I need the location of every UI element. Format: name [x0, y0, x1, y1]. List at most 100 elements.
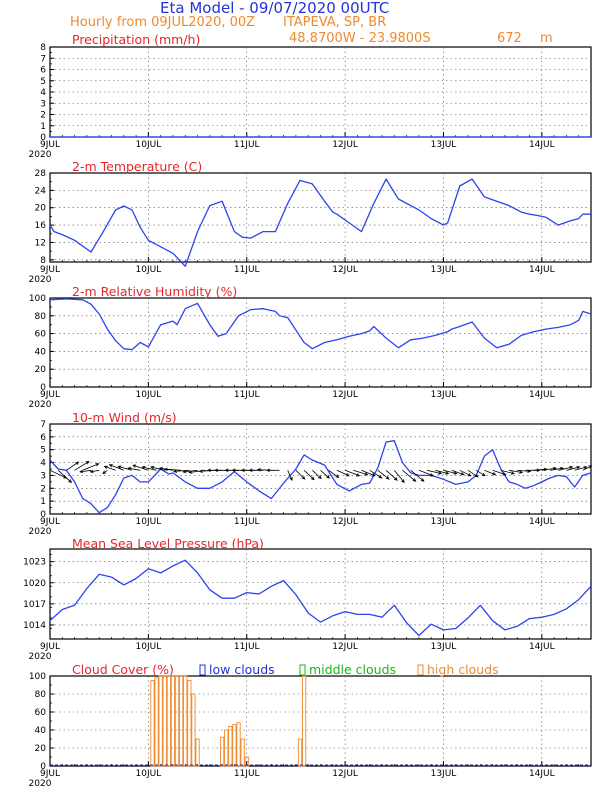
x-tick-label: 10JUL	[136, 390, 162, 400]
wind-vector	[295, 470, 306, 480]
x-tick-label: 13JUL	[431, 517, 457, 527]
wind-vector	[459, 469, 472, 477]
x-tick-label: 11JUL	[234, 642, 260, 652]
wind-vector	[353, 469, 369, 476]
x-tick-label: 9JUL	[40, 265, 60, 275]
y-tick-label: 7	[40, 54, 46, 64]
header-title: Eta Model - 09/07/2020 00UTC	[160, 0, 389, 17]
wind-vector	[435, 469, 450, 475]
header-coords: 48.8700W - 23.9800S	[289, 31, 431, 46]
cloud-bar-high	[220, 736, 225, 767]
wind-vector	[361, 469, 376, 477]
x-year-label: 2020	[29, 652, 52, 662]
series-line	[49, 559, 592, 637]
y-tick-label: 40	[35, 347, 47, 357]
x-tick-label: 10JUL	[136, 769, 162, 779]
y-tick-label: 12	[35, 238, 46, 248]
panel-cloud: 0 20 40 60 80 100 9JUL 10JUL 11JUL 12JUL 13JUL 14JU…	[29, 662, 592, 789]
x-year-label: 2020	[29, 400, 52, 410]
header-station: ITAPEVA, SP, BR	[283, 15, 386, 30]
y-tick-label: 1023	[23, 558, 46, 568]
panel-frame	[49, 297, 592, 388]
x-tick-label: 11JUL	[234, 265, 260, 275]
cloud-bar-high	[174, 675, 180, 767]
cloud-bar-high	[240, 738, 245, 767]
cloud-bar-high	[166, 675, 171, 767]
cloud-bar-high	[187, 680, 192, 767]
panel-title: 10-m Wind (m/s)	[72, 410, 177, 425]
wind-vector	[248, 468, 264, 473]
cloud-bar-high	[183, 675, 188, 767]
header-elevation-unit: m	[540, 31, 553, 46]
y-tick-label: 2	[40, 484, 46, 494]
series-line	[49, 440, 592, 514]
x-tick-label: 14JUL	[529, 642, 555, 652]
header-subtitle: Hourly from 09JUL2020, 00Z	[70, 15, 255, 30]
wind-vector	[393, 470, 405, 484]
wind-vector	[266, 468, 280, 473]
cloud-bar-high	[228, 725, 233, 767]
x-year-label: 2020	[29, 275, 52, 285]
wind-vector	[566, 465, 581, 471]
series-line	[49, 298, 592, 351]
wind-vector	[427, 469, 443, 475]
wind-vector	[385, 470, 398, 481]
wind-vector	[182, 469, 198, 474]
wind-vector	[336, 469, 350, 477]
y-tick-label: 100	[29, 672, 46, 682]
wind-vector	[102, 469, 108, 475]
cloud-bar-high	[150, 680, 155, 767]
x-tick-label: 13JUL	[431, 140, 457, 150]
x-tick-label: 9JUL	[40, 769, 60, 779]
wind-vector	[344, 469, 361, 477]
wind-vector	[103, 465, 116, 471]
y-tick-label: 6	[40, 66, 46, 76]
x-tick-label: 10JUL	[136, 140, 162, 150]
y-tick-label: 28	[35, 169, 47, 179]
legend-high-clouds-swatch	[417, 664, 424, 676]
panel-frame	[49, 172, 592, 263]
wind-vector	[132, 464, 149, 471]
panel-title: Cloud Cover (%)	[72, 662, 174, 677]
y-tick-label: 0	[40, 510, 46, 520]
wind-vector	[74, 461, 90, 471]
x-tick-label: 9JUL	[40, 642, 60, 652]
cloud-bar-high	[191, 693, 196, 767]
y-tick-label: 6	[40, 433, 46, 443]
y-tick-label: 60	[35, 708, 47, 718]
y-tick-label: 0	[40, 383, 46, 393]
panel-frame	[49, 548, 592, 640]
panel-rh: 0 20 40 60 80 100 9JUL 10JUL 11JUL 12JUL 13JUL 14JU…	[29, 284, 592, 410]
header-elevation: 672	[497, 31, 522, 46]
y-tick-label: 80	[35, 312, 47, 322]
y-tick-label: 1	[40, 497, 46, 507]
wind-vector	[163, 467, 182, 472]
wind-vector	[582, 465, 593, 471]
cloud-bar-high	[232, 724, 237, 767]
y-tick-label: 24	[35, 186, 47, 196]
y-tick-label: 5	[40, 77, 46, 87]
y-tick-label: 0	[40, 762, 46, 772]
panel-title: 2-m Temperature (C)	[72, 159, 202, 174]
wind-vector	[410, 469, 425, 482]
legend-high-clouds: high clouds	[427, 662, 499, 677]
y-tick-label: 1	[40, 122, 46, 132]
y-tick-label: 4	[40, 88, 46, 98]
wind-vector	[89, 469, 100, 474]
wind-vector	[443, 469, 458, 475]
wind-vector	[475, 469, 486, 477]
y-tick-label: 40	[35, 726, 47, 736]
legend-low-clouds: low clouds	[209, 662, 275, 677]
x-tick-label: 9JUL	[40, 390, 60, 400]
x-tick-label: 12JUL	[332, 140, 358, 150]
x-year-label: 2020	[29, 779, 52, 789]
x-tick-label: 12JUL	[332, 769, 358, 779]
wind-vector	[574, 466, 588, 471]
y-tick-label: 3	[40, 471, 46, 481]
y-tick-label: 16	[35, 221, 47, 231]
wind-vector	[312, 470, 322, 480]
panel-temp: 8 12 16 20 24 28 9JUL 10JUL 11JUL 12JUL 13JUL 14JUL…	[29, 159, 592, 285]
series-line	[49, 178, 591, 267]
